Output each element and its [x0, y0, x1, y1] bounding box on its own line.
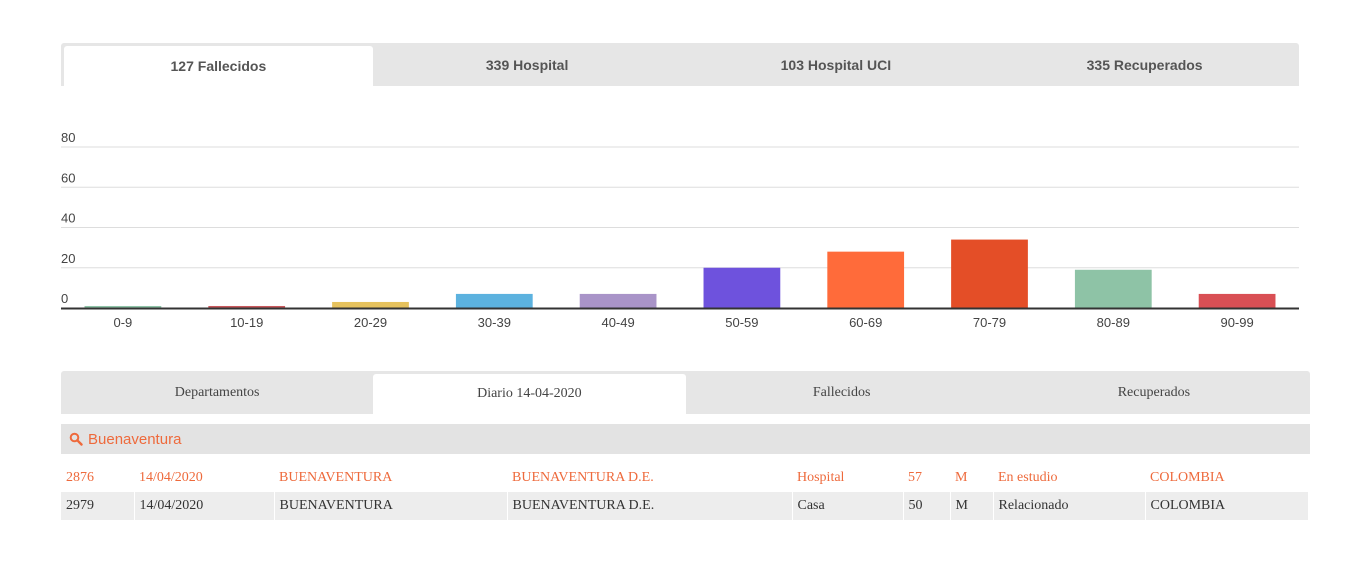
case-location: Casa: [791, 492, 903, 520]
case-city: BUENAVENTURA: [273, 492, 507, 520]
case-country: COLOMBIA: [1145, 464, 1308, 492]
case-date: 14/04/2020: [134, 464, 274, 492]
x-tick-label: 70-79: [973, 315, 1006, 330]
x-tick-label: 20-29: [354, 315, 387, 330]
x-tick-label: 30-39: [478, 315, 511, 330]
bar: [951, 239, 1028, 308]
case-department: BUENAVENTURA D.E.: [507, 464, 792, 492]
case-age: 50: [902, 492, 950, 520]
tab-fallecidos[interactable]: 127 Fallecidos: [64, 46, 373, 86]
age-bar-chart: 0 20 40 60 80 0-9 10-19 20-29 30-39 40-49 50-59 60-…: [61, 130, 1299, 330]
tab-departamentos[interactable]: Departamentos: [174, 384, 260, 400]
bar: [827, 251, 905, 308]
tab-list-recuperados[interactable]: Recuperados: [1117, 384, 1191, 400]
x-tick-label: 40-49: [601, 315, 634, 330]
case-city: BUENAVENTURA: [274, 464, 507, 492]
case-type: En estudio: [993, 464, 1145, 492]
bar: [332, 301, 409, 308]
bar: [208, 305, 286, 308]
tab-diario[interactable]: Diario 14-04-2020: [373, 374, 686, 414]
y-tick-label: 60: [61, 170, 75, 185]
bar: [84, 305, 162, 308]
tab-recuperados[interactable]: 335 Recuperados: [1086, 56, 1203, 73]
case-department: BUENAVENTURA D.E.: [506, 492, 792, 520]
x-tick-label: 60-69: [849, 315, 882, 330]
tab-hospital-uci[interactable]: 103 Hospital UCI: [780, 56, 892, 73]
list-tab-bar: Departamentos Diario 14-04-2020 Fallecid…: [61, 371, 1310, 414]
table-row[interactable]: 2876 14/04/2020 BUENAVENTURA BUENAVENTUR…: [61, 464, 1308, 492]
x-tick-label: 10-19: [230, 315, 263, 330]
bar: [1198, 293, 1276, 308]
search-icon: [69, 432, 83, 446]
x-tick-label: 90-99: [1220, 315, 1253, 330]
case-age: 57: [903, 464, 950, 492]
x-tick-label: 50-59: [725, 315, 758, 330]
case-sex: M: [949, 492, 993, 520]
search-input[interactable]: [88, 430, 688, 448]
tab-hospital[interactable]: 339 Hospital: [485, 56, 569, 73]
y-tick-label: 40: [61, 211, 75, 226]
case-sex: M: [950, 464, 993, 492]
stats-tab-bar: 127 Fallecidos 339 Hospital 103 Hospital…: [61, 43, 1299, 86]
search-bar: [61, 424, 1310, 454]
x-tick-label: 0-9: [114, 315, 133, 330]
y-tick-label: 80: [61, 130, 75, 145]
case-id: 2979: [61, 492, 134, 520]
table-row[interactable]: 2979 14/04/2020 BUENAVENTURA BUENAVENTUR…: [61, 492, 1308, 520]
bar: [1074, 269, 1152, 308]
cases-table: 2876 14/04/2020 BUENAVENTURA BUENAVENTUR…: [61, 464, 1308, 520]
bar: [579, 293, 657, 308]
y-tick-label: 0: [61, 291, 68, 306]
case-date: 14/04/2020: [133, 492, 274, 520]
bar: [703, 267, 781, 308]
case-type: Relacionado: [992, 492, 1145, 520]
case-id: 2876: [61, 464, 134, 492]
case-country: COLOMBIA: [1144, 492, 1308, 520]
case-location: Hospital: [792, 464, 903, 492]
bar: [455, 293, 533, 308]
y-tick-label: 20: [61, 251, 75, 266]
tab-list-fallecidos[interactable]: Fallecidos: [812, 384, 871, 400]
x-tick-label: 80-89: [1097, 315, 1130, 330]
